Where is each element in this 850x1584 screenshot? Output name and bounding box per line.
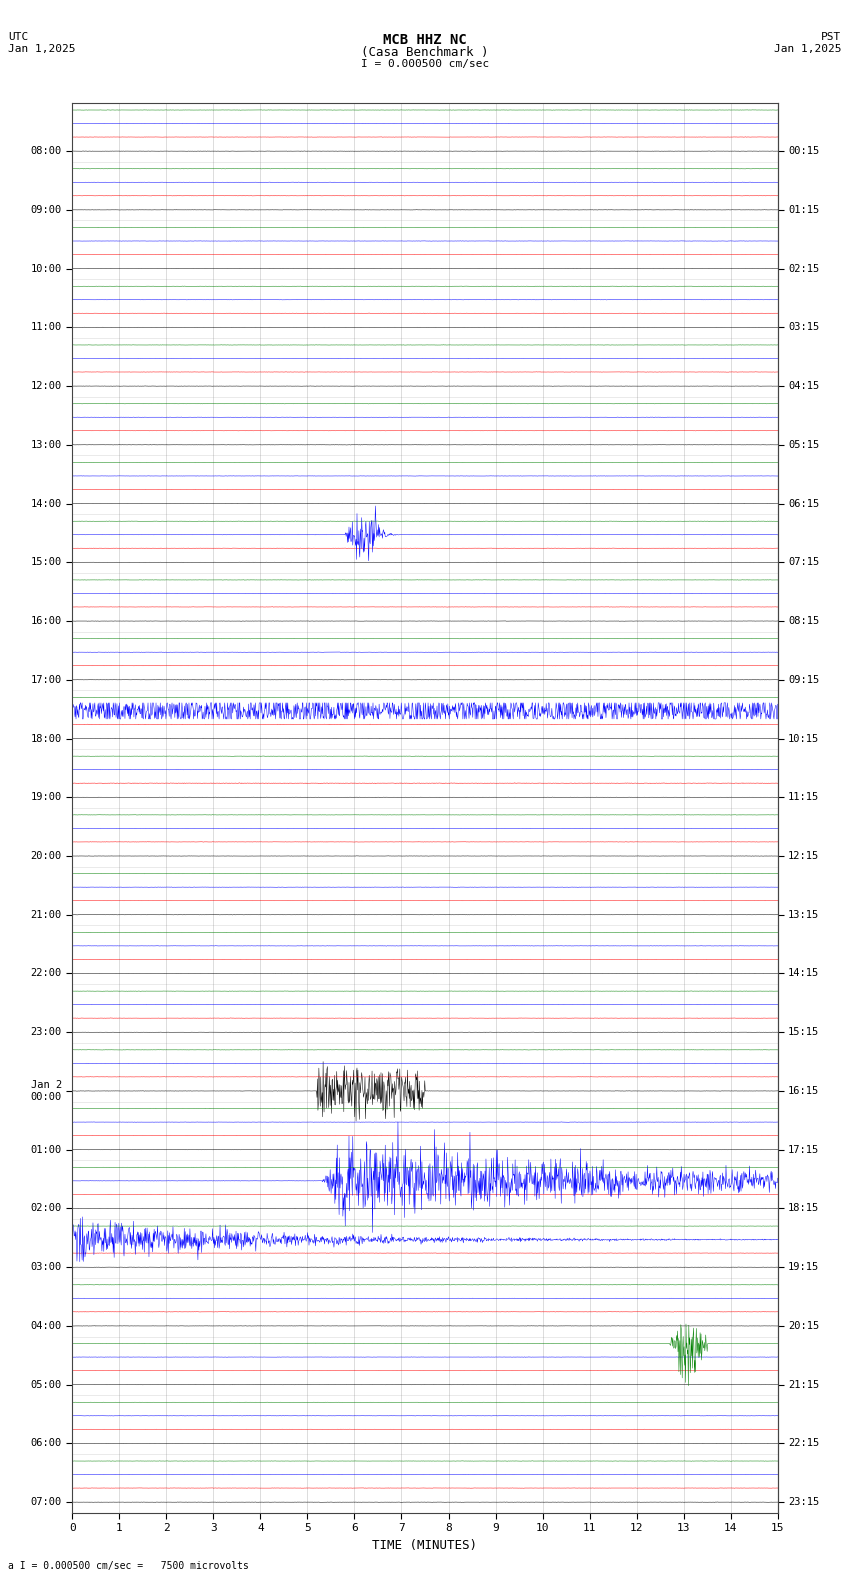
- Text: a I = 0.000500 cm/sec =   7500 microvolts: a I = 0.000500 cm/sec = 7500 microvolts: [8, 1562, 249, 1571]
- Text: Jan 1,2025: Jan 1,2025: [8, 44, 76, 54]
- Text: PST: PST: [821, 32, 842, 41]
- Text: MCB HHZ NC: MCB HHZ NC: [383, 33, 467, 48]
- Text: Jan 1,2025: Jan 1,2025: [774, 44, 842, 54]
- X-axis label: TIME (MINUTES): TIME (MINUTES): [372, 1538, 478, 1552]
- Text: I = 0.000500 cm/sec: I = 0.000500 cm/sec: [361, 59, 489, 68]
- Text: (Casa Benchmark ): (Casa Benchmark ): [361, 46, 489, 59]
- Text: UTC: UTC: [8, 32, 29, 41]
